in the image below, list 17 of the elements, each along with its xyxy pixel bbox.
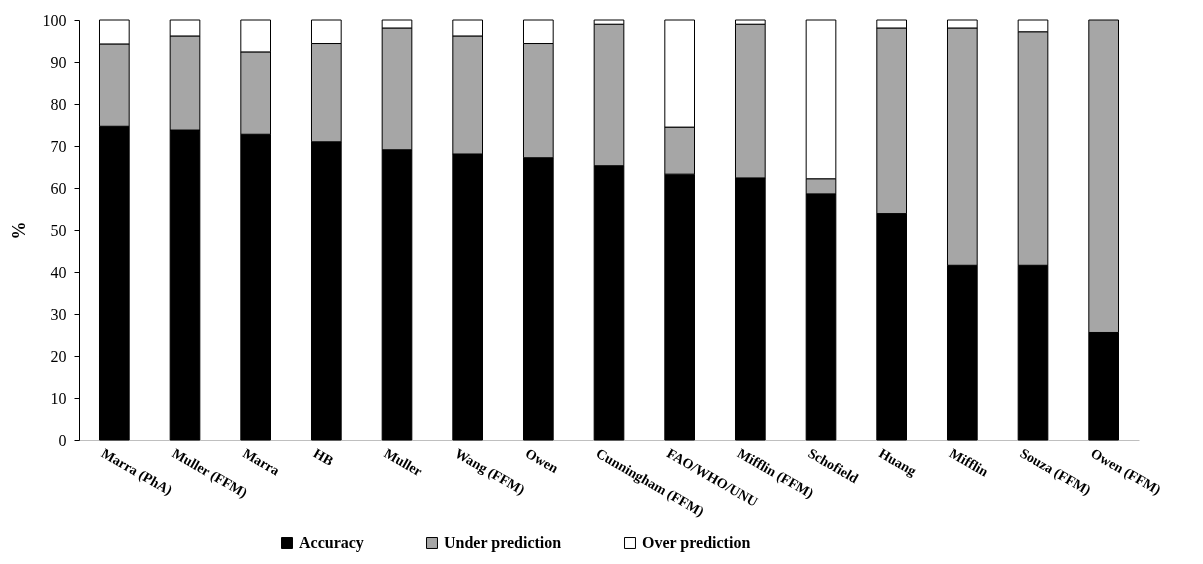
y-tick-label: 40 — [50, 263, 67, 281]
legend-label: Over prediction — [642, 534, 751, 552]
x-tick-label: HB — [310, 445, 336, 469]
y-tick-label: 0 — [58, 431, 67, 449]
y-tick-label: 80 — [50, 95, 67, 113]
y-tick-label: 20 — [50, 347, 67, 365]
y-tick-label: 50 — [50, 221, 67, 239]
legend-label: Accuracy — [299, 534, 364, 552]
y-tick-label: 30 — [50, 305, 67, 323]
y-tick-label: 90 — [50, 53, 67, 71]
y-tick-label: 70 — [50, 137, 67, 155]
y-axis-title: % — [8, 221, 29, 240]
legend-label: Under prediction — [444, 534, 562, 552]
y-tick-label: 60 — [50, 179, 67, 197]
x-tick-label: Owen — [522, 445, 561, 477]
y-tick-label: 100 — [42, 11, 67, 29]
y-tick-label: 10 — [50, 389, 67, 407]
